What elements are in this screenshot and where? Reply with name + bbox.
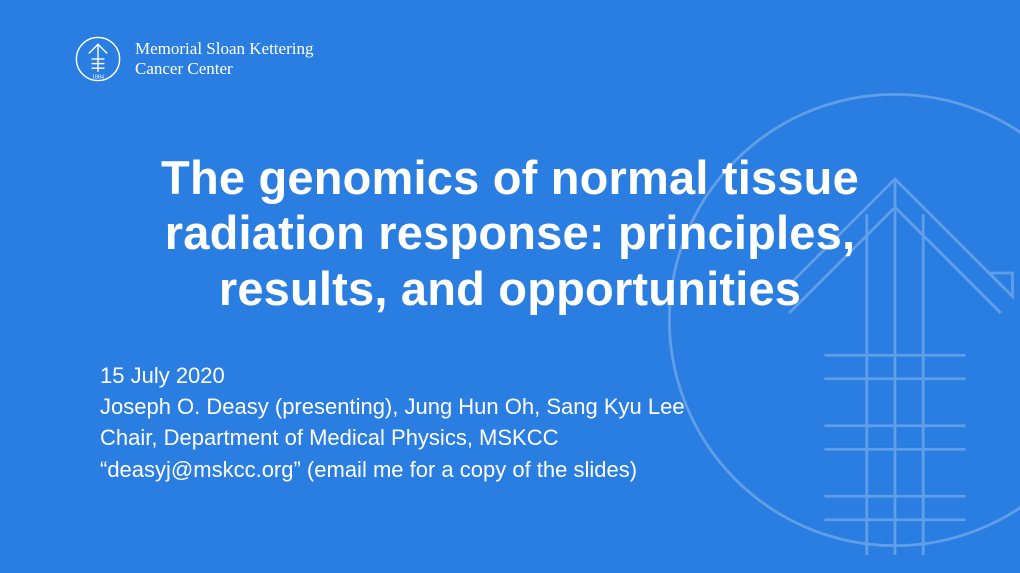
presentation-details: 15 July 2020 Joseph O. Deasy (presenting… [100,360,920,485]
logo-year: 1884 [92,74,104,80]
detail-date: 15 July 2020 [100,360,920,391]
org-name-line1: Memorial Sloan Kettering [135,39,313,59]
detail-contact: “deasyj@mskcc.org” (email me for a copy … [100,454,920,485]
detail-role: Chair, Department of Medical Physics, MS… [100,422,920,453]
detail-authors: Joseph O. Deasy (presenting), Jung Hun O… [100,391,920,422]
org-name-line2: Cancer Center [135,59,313,79]
org-logo: 1884 Memorial Sloan Kettering Cancer Cen… [75,36,313,82]
presentation-title: The genomics of normal tissue radiation … [95,150,925,316]
org-name: Memorial Sloan Kettering Cancer Center [135,39,313,78]
title-slide: 1884 Memorial Sloan Kettering Cancer Cen… [0,0,1020,573]
mskcc-seal-icon: 1884 [75,36,121,82]
